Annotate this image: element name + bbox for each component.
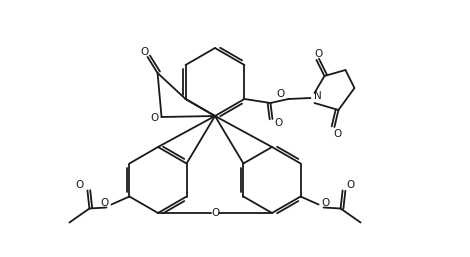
- Text: O: O: [75, 180, 84, 190]
- Text: O: O: [150, 113, 159, 123]
- Text: O: O: [274, 118, 282, 128]
- Text: O: O: [100, 198, 109, 208]
- Text: N: N: [313, 91, 321, 101]
- Text: O: O: [314, 49, 322, 59]
- Text: O: O: [211, 208, 219, 218]
- Text: O: O: [141, 47, 149, 57]
- Text: O: O: [333, 129, 342, 139]
- Text: O: O: [321, 198, 329, 208]
- Text: O: O: [276, 89, 284, 99]
- Text: O: O: [346, 180, 355, 190]
